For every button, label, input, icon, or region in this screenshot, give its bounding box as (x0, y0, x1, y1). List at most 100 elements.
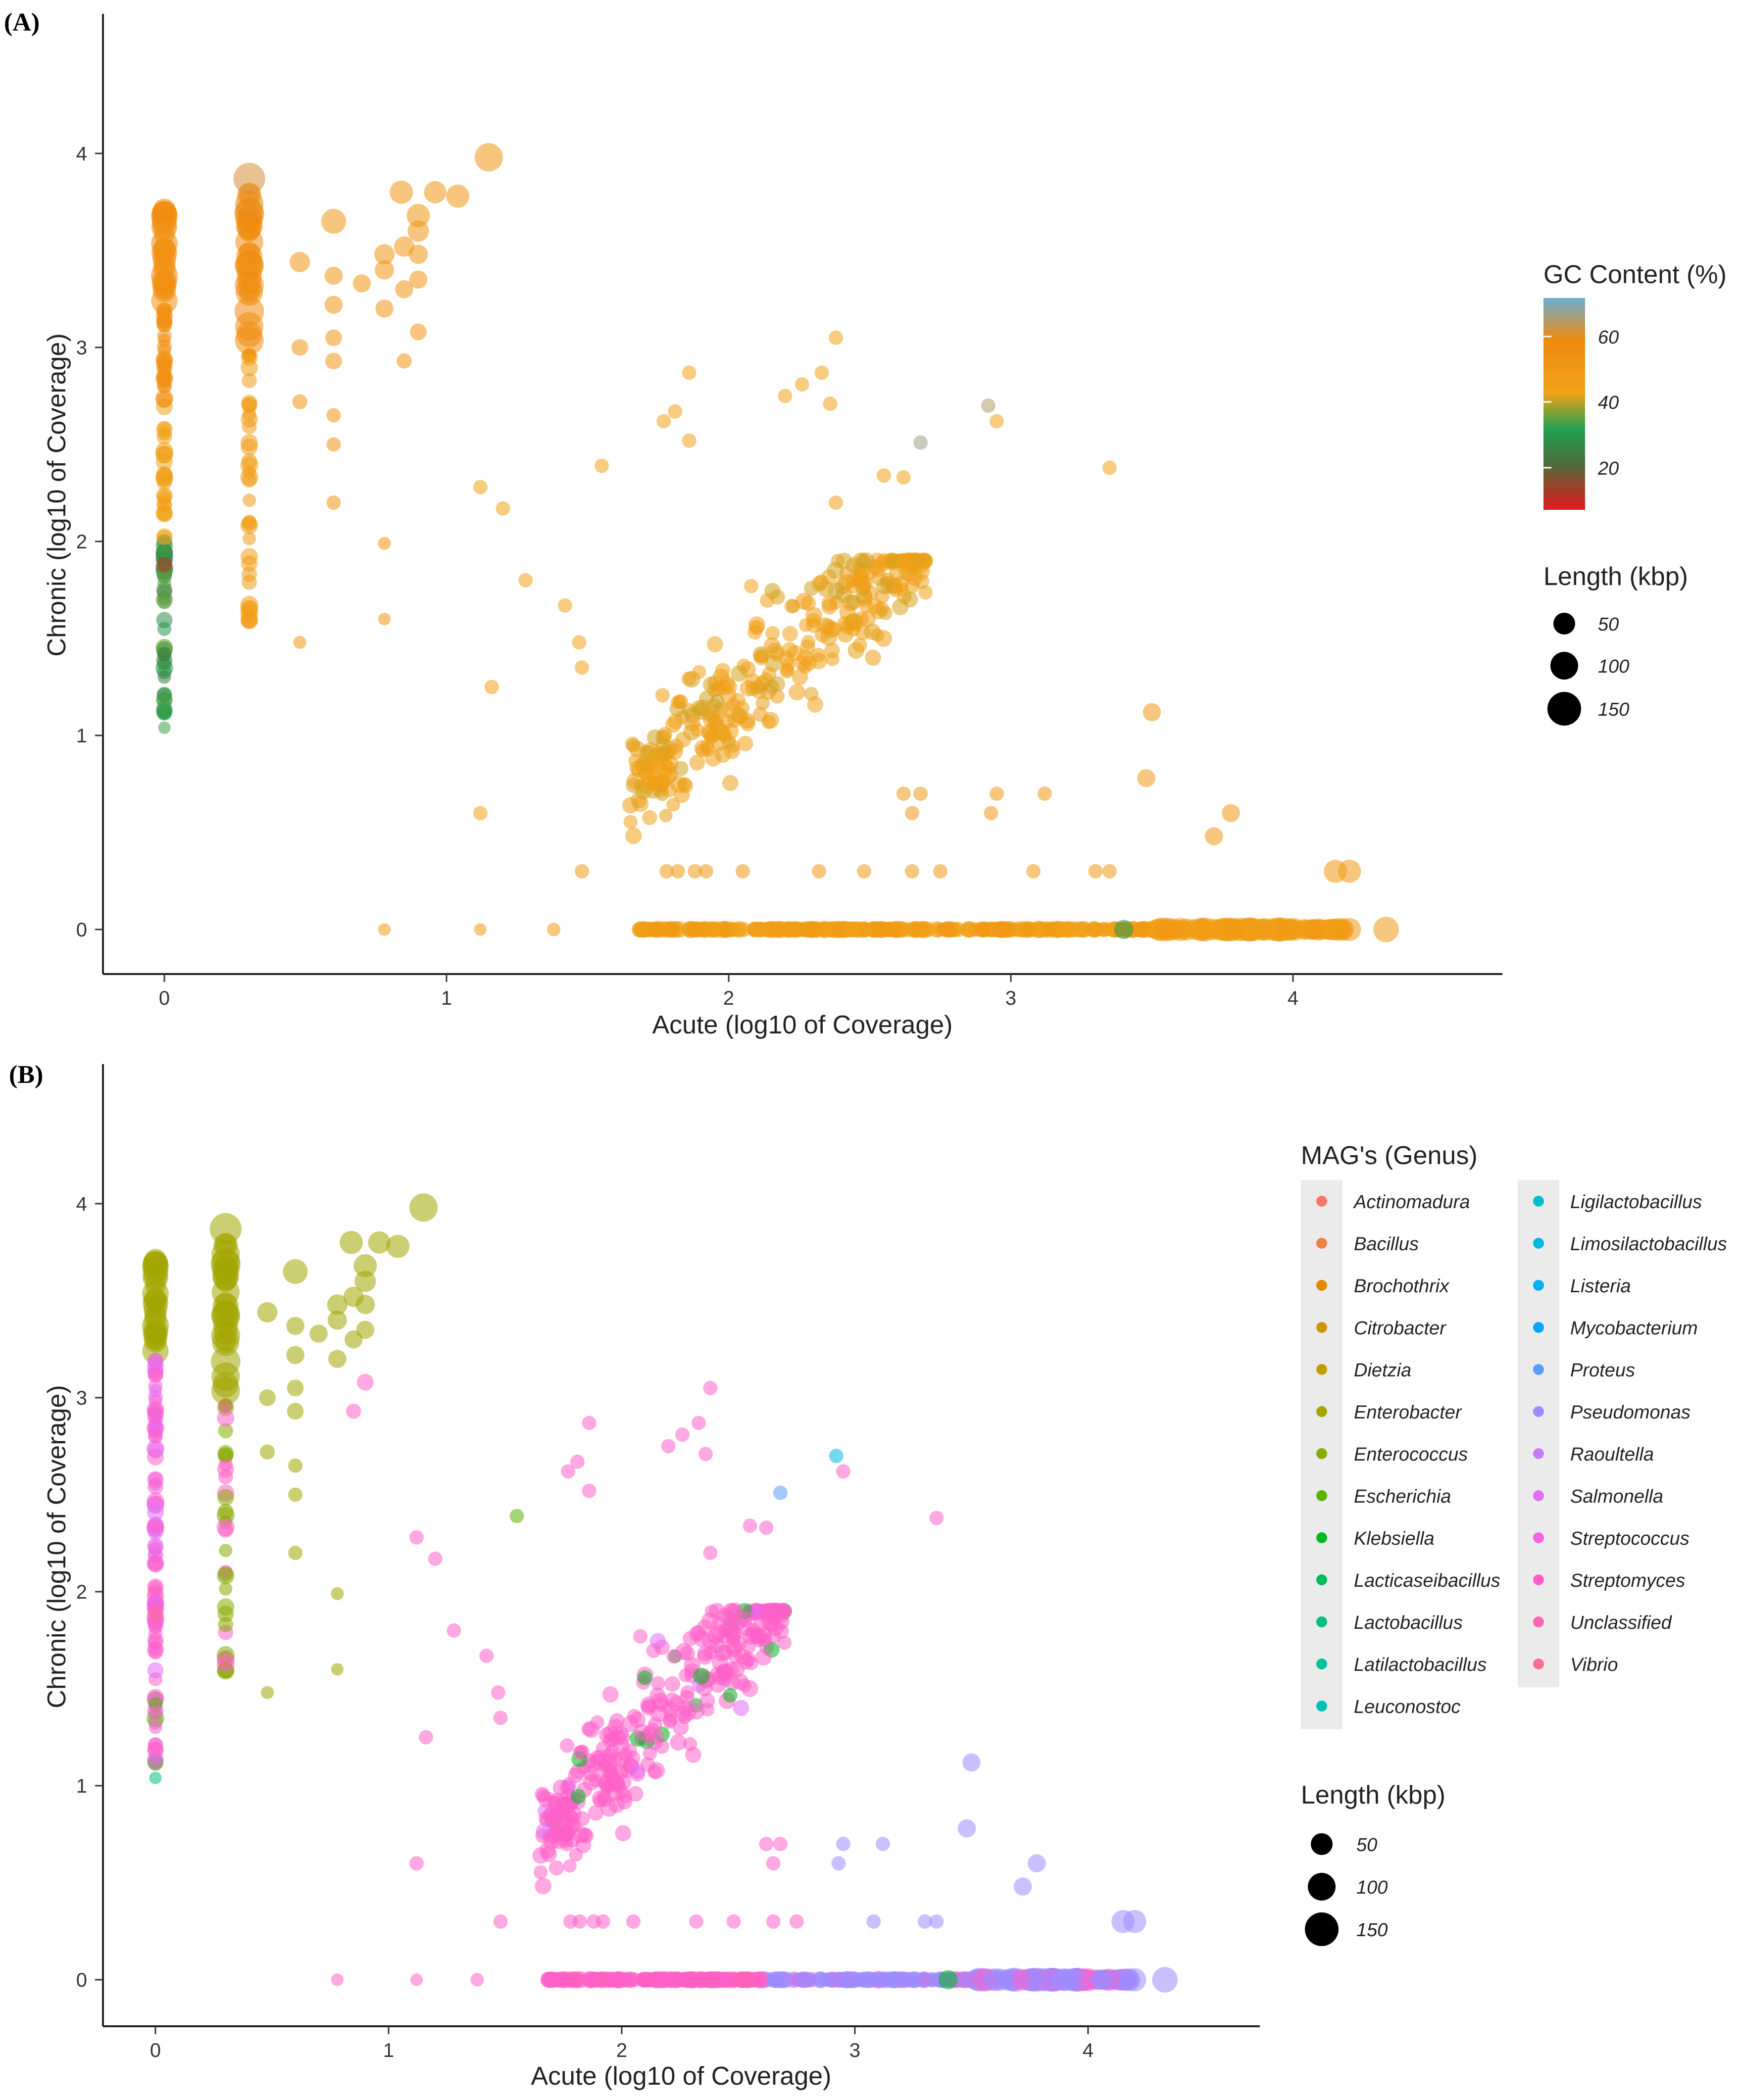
data-point (787, 922, 803, 937)
data-point (666, 797, 680, 812)
data-point (625, 827, 642, 844)
data-point (496, 501, 510, 516)
data-point (155, 453, 173, 471)
data-point (1022, 923, 1036, 936)
data-point (733, 1971, 750, 1988)
data-point (1202, 919, 1224, 940)
data-point (557, 598, 572, 613)
genus-key (1533, 1448, 1544, 1459)
data-point (243, 532, 256, 545)
data-point (778, 389, 793, 403)
data-point (622, 1743, 637, 1758)
data-point (1137, 769, 1155, 787)
data-point (992, 921, 1009, 938)
data-point (715, 1971, 731, 1988)
data-point (1037, 786, 1052, 801)
data-point (559, 1797, 574, 1812)
gc-label-40: 40 (1598, 392, 1619, 413)
data-point (707, 636, 723, 652)
data-point (151, 230, 178, 257)
data-point (870, 628, 885, 642)
data-point (1285, 920, 1305, 939)
data-point (548, 1825, 564, 1841)
genus-key (1533, 1322, 1544, 1333)
data-point (585, 1973, 598, 1987)
data-point (583, 1765, 600, 1782)
data-point (418, 1730, 433, 1745)
genus-key (1533, 1196, 1544, 1207)
data-point (731, 665, 748, 682)
x-tick-label: 4 (1083, 2040, 1093, 2061)
data-point (353, 1254, 377, 1277)
data-point (331, 1663, 344, 1676)
data-point (878, 606, 893, 620)
data-point (823, 1972, 839, 1988)
data-point (915, 1971, 933, 1989)
data-point (723, 1688, 738, 1703)
data-point (836, 1837, 850, 1852)
genus-legend-title: MAG's (Genus) (1301, 1141, 1478, 1170)
data-point (309, 1324, 328, 1343)
data-point (602, 1686, 619, 1703)
data-point (739, 713, 755, 729)
data-point (1123, 1910, 1146, 1933)
data-point (1095, 1969, 1115, 1990)
data-point (702, 677, 719, 693)
data-point (863, 1973, 877, 1987)
data-point (865, 649, 881, 666)
data-point (773, 1837, 788, 1852)
data-point (241, 453, 257, 469)
size-legend-a-dot-50 (1553, 613, 1575, 635)
size-legend-b-label-100: 100 (1356, 1877, 1388, 1898)
genus-label: Vibrio (1570, 1655, 1618, 1675)
data-point (158, 721, 171, 734)
data-point (386, 1234, 410, 1258)
genus-key (1533, 1490, 1544, 1501)
data-point (913, 435, 928, 450)
data-point (680, 1685, 695, 1700)
data-point (877, 468, 891, 483)
data-point (807, 696, 823, 713)
genus-key (1316, 1364, 1327, 1375)
genus-key (1533, 1616, 1544, 1627)
data-point (1205, 827, 1223, 846)
x-tick-label: 2 (723, 987, 734, 1009)
genus-label: Enterococcus (1354, 1444, 1468, 1465)
data-point (235, 312, 264, 341)
data-point (1303, 919, 1324, 940)
data-point (700, 739, 714, 753)
data-point (565, 1832, 580, 1848)
data-point (831, 1856, 846, 1871)
x-tick-label: 1 (383, 2040, 394, 2061)
size-legend-a-dot-150 (1547, 692, 1581, 726)
data-point (938, 1970, 958, 1990)
data-point (722, 775, 739, 791)
data-point (1222, 918, 1245, 941)
genus-label: Ligilactobacillus (1570, 1192, 1702, 1213)
data-point (622, 1971, 639, 1989)
plot-b-y-title: Chronic (log10 of Coverage) (43, 1385, 71, 1708)
size-legend-b-dot-50 (1311, 1833, 1333, 1855)
data-point (629, 1763, 646, 1779)
genus-key (1316, 1196, 1327, 1207)
data-point (240, 605, 258, 623)
genus-key (1533, 1406, 1544, 1417)
data-point (962, 1753, 981, 1772)
data-point (801, 635, 816, 649)
data-point (346, 1404, 361, 1419)
data-point (650, 1676, 665, 1691)
data-point (691, 1416, 706, 1430)
data-point (857, 864, 872, 879)
data-point (857, 552, 875, 570)
data-point (144, 1249, 167, 1271)
data-point (409, 270, 428, 289)
data-point (211, 1300, 240, 1329)
data-point (397, 353, 412, 369)
data-point (955, 1972, 971, 1988)
data-point (470, 1973, 484, 1987)
data-point (691, 700, 707, 716)
data-point (743, 1518, 757, 1533)
genus-label: Streptococcus (1570, 1528, 1689, 1549)
data-point (395, 280, 413, 298)
genus-key (1316, 1280, 1327, 1291)
